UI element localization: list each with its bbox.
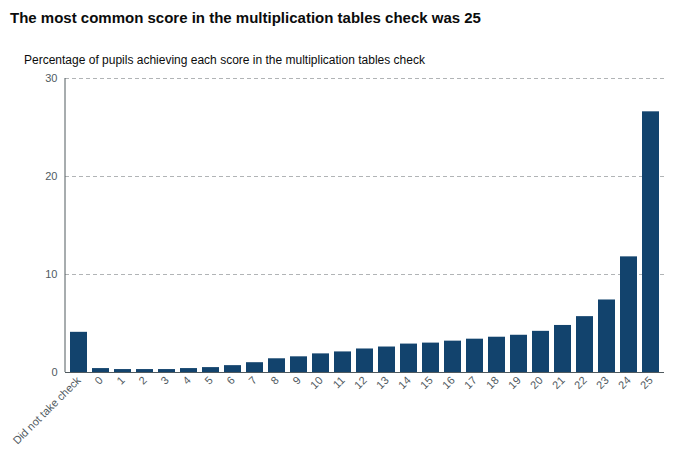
svg-text:0: 0 (92, 374, 105, 387)
html-text:The most common score in the m: The most common score in the multiplicat… (10, 9, 481, 26)
svg-text:11: 11 (330, 374, 347, 391)
svg-text:2: 2 (136, 374, 149, 387)
svg-text:18: 18 (484, 374, 501, 391)
svg-text:24: 24 (616, 374, 633, 391)
svg-text:25: 25 (638, 374, 655, 391)
svg-text:9: 9 (290, 374, 303, 387)
svg-text:13: 13 (374, 374, 391, 391)
svg-text:8: 8 (268, 374, 281, 387)
svg-text:16: 16 (440, 374, 457, 391)
svg-text:14: 14 (396, 374, 413, 391)
svg-text:4: 4 (180, 374, 193, 387)
html-text:Percentage of pupils achieving: Percentage of pupils achieving each scor… (24, 53, 425, 67)
svg-text:6: 6 (224, 374, 237, 387)
svg-text:21: 21 (550, 374, 567, 391)
svg-text:23: 23 (594, 374, 611, 391)
svg-text:1: 1 (114, 374, 127, 387)
svg-text:22: 22 (572, 374, 589, 391)
svg-text:17: 17 (462, 374, 479, 391)
svg-text:12: 12 (352, 374, 369, 391)
svg-text:0: 0 (51, 366, 57, 378)
svg-text:7: 7 (246, 374, 259, 387)
svg-text:Did not take check: Did not take check (10, 374, 83, 447)
svg-text:15: 15 (418, 374, 435, 391)
svg-text:10: 10 (308, 374, 325, 391)
svg-text:19: 19 (506, 374, 523, 391)
svg-text:3: 3 (158, 374, 171, 387)
svg-text:20: 20 (528, 374, 545, 391)
svg-text:20: 20 (45, 170, 57, 182)
svg-text:10: 10 (45, 268, 57, 280)
svg-text:5: 5 (202, 374, 215, 387)
svg-text:30: 30 (45, 72, 57, 84)
